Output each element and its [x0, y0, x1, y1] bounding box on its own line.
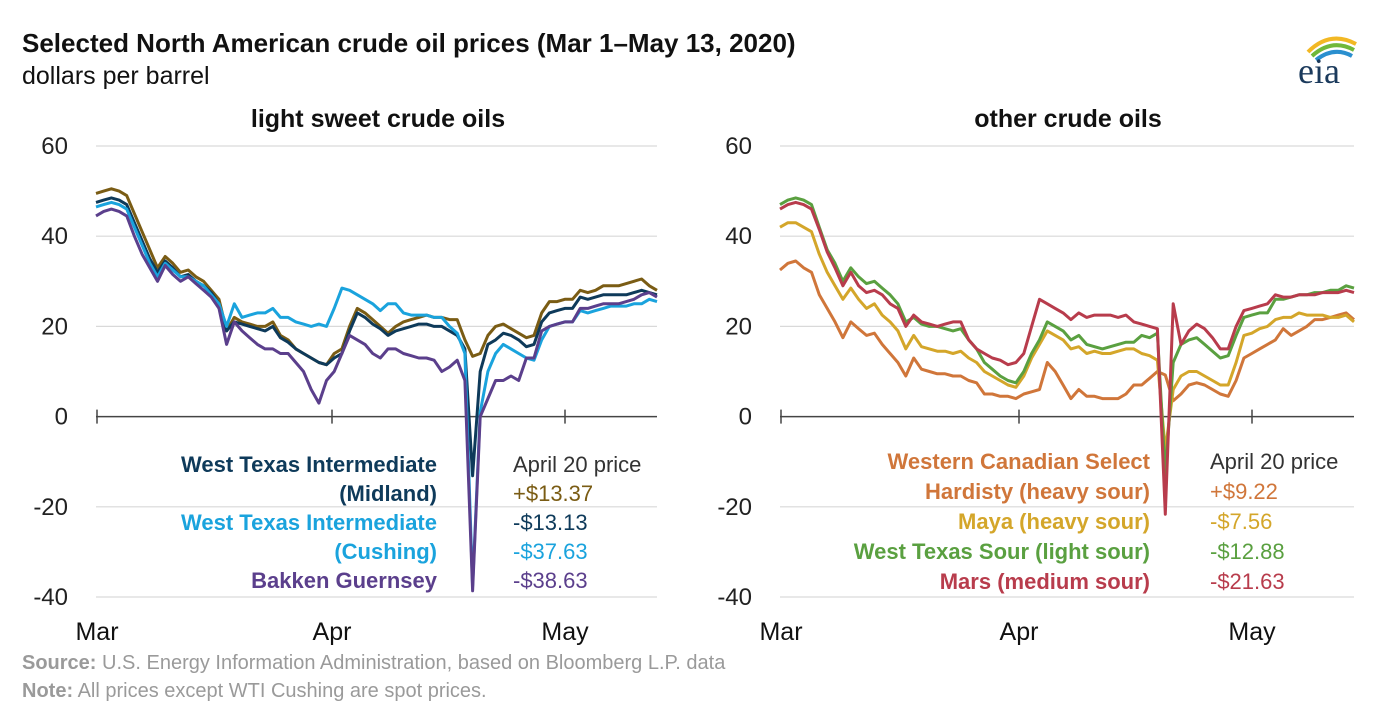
series-line — [779, 259, 1355, 403]
source-note: Source: U.S. Energy Information Administ… — [22, 652, 725, 675]
chart-title: Selected North American crude oil prices… — [22, 28, 796, 58]
series-line — [95, 196, 658, 478]
note-label: Note: — [22, 680, 74, 702]
x-tick-label: May — [1228, 618, 1276, 646]
panel-title: light sweet crude oils — [251, 105, 505, 133]
april20-value: -$12.88 — [1210, 539, 1285, 564]
legend-header: April 20 price — [513, 452, 641, 477]
april20-value: -$21.63 — [1210, 569, 1285, 594]
series-line — [779, 221, 1355, 453]
x-tick-label: Mar — [759, 618, 802, 646]
series-line — [95, 187, 658, 367]
legend-label: Mars (medium sour) — [940, 569, 1150, 594]
x-tick-label: Apr — [1000, 618, 1039, 646]
legend-label: (Cushing) — [334, 539, 437, 564]
legend-label: West Texas Intermediate — [181, 452, 437, 477]
y-tick-label: 20 — [725, 313, 752, 340]
source-text: U.S. Energy Information Administration, … — [96, 652, 726, 674]
y-tick-label: 0 — [55, 404, 68, 431]
y-tick-label: -20 — [33, 494, 68, 521]
x-tick-label: May — [541, 618, 589, 646]
eia-logo-text: eia — [1298, 51, 1340, 91]
y-tick-label: 40 — [41, 223, 68, 250]
x-tick-label: Apr — [313, 618, 352, 646]
legend-label: West Texas Sour (light sour) — [854, 539, 1150, 564]
april20-value: -$7.56 — [1210, 509, 1272, 534]
y-tick-label: -20 — [717, 494, 752, 521]
y-tick-label: 60 — [41, 133, 68, 160]
x-tick-label: Mar — [75, 618, 118, 646]
april20-value: -$13.13 — [513, 510, 588, 535]
legend-label: Western Canadian Select — [888, 449, 1151, 474]
legend-label: (Midland) — [339, 481, 437, 506]
eia-logo-icon — [1306, 36, 1357, 62]
april20-value: +$13.37 — [513, 481, 593, 506]
april20-value: +$9.22 — [1210, 479, 1278, 504]
april20-value: -$38.63 — [513, 568, 588, 593]
source-label: Source: — [22, 652, 97, 674]
april20-value: -$37.63 — [513, 539, 588, 564]
legend-label: West Texas Intermediate — [181, 510, 437, 535]
y-tick-label: -40 — [33, 584, 68, 611]
y-tick-label: 40 — [725, 223, 752, 250]
series-line — [95, 207, 658, 593]
legend-label: Hardisty (heavy sour) — [925, 479, 1150, 504]
y-tick-label: 60 — [725, 133, 752, 160]
y-tick-label: 20 — [41, 313, 68, 340]
note-text: All prices except WTI Cushing are spot p… — [73, 680, 487, 702]
y-tick-label: 0 — [739, 404, 752, 431]
panel-title: other crude oils — [974, 105, 1162, 133]
series-line — [779, 196, 1355, 477]
legend-label: Bakken Guernsey — [251, 568, 438, 593]
legend-label: Maya (heavy sour) — [958, 509, 1150, 534]
legend-header: April 20 price — [1210, 449, 1338, 474]
chart-subtitle: dollars per barrel — [22, 62, 210, 90]
y-tick-label: -40 — [717, 584, 752, 611]
footnote: Note: All prices except WTI Cushing are … — [22, 680, 487, 703]
series-line — [779, 200, 1355, 516]
